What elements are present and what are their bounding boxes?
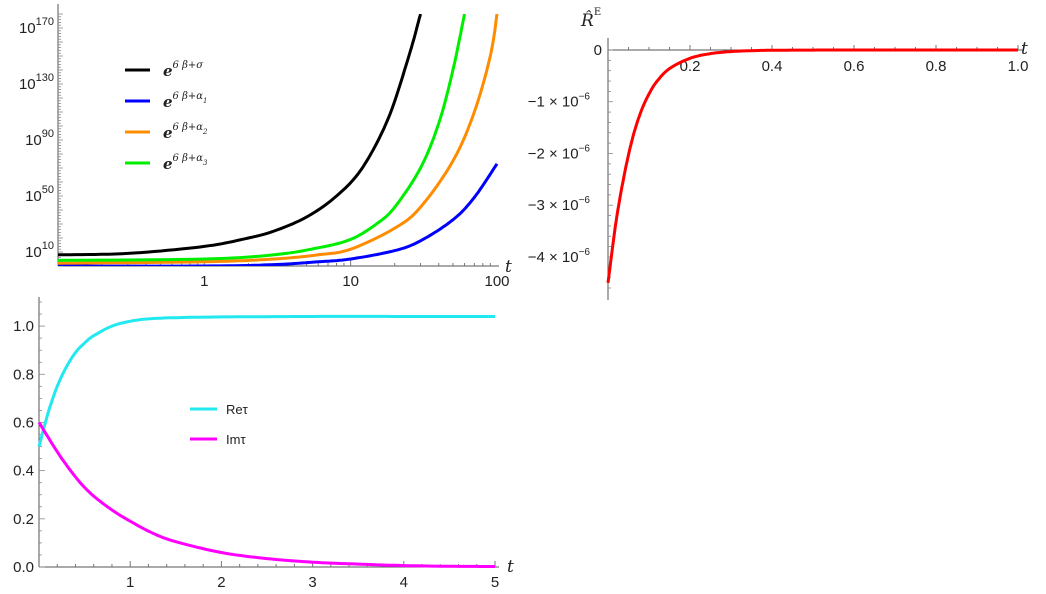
series-line-4: [58, 14, 466, 262]
series-line-1: [606, 48, 1018, 284]
panel-tau-components: 1 2 3 4 5 0.0 0.2 0.4 0.6 0.8 1.0 t Reτ Imτ: [13, 297, 514, 591]
y-tick-label: 0.2: [13, 511, 34, 528]
y-tick-label: 1090: [25, 128, 54, 149]
y-tick-label: 0.0: [13, 559, 34, 576]
x-axis-label: t: [1021, 39, 1028, 59]
y-tick-label: 10130: [19, 72, 54, 93]
y-tick-label: 1010: [25, 240, 54, 261]
series-line-1: [37, 314, 495, 447]
legend-label-2: Imτ: [226, 432, 246, 447]
legend-label-1: Reτ: [226, 402, 249, 417]
y-tick-label: 0.6: [13, 414, 34, 431]
x-tick-label: 2: [217, 574, 225, 591]
legend-label-3: e6 β+α2: [163, 122, 208, 142]
y-tick-label: −4 × 10−6: [528, 247, 591, 266]
x-tick-label: 1.0: [1008, 58, 1029, 75]
y-tick-label: 1050: [25, 184, 54, 205]
x-tick-label: 5: [491, 574, 499, 591]
panel-r-hat-e: 0.2 0.4 0.6 0.8 1.0 0 −1 × 10−6 −2 × 10−6 −3 × 1…: [528, 7, 1029, 300]
series-line-3: [58, 14, 499, 265]
x-tick-label: 0.6: [844, 58, 865, 75]
y-tick-label: 1.0: [13, 318, 34, 335]
series-line-1: [58, 14, 422, 257]
y-tick-label: −3 × 10−6: [528, 195, 591, 214]
x-tick-label: 0.4: [762, 58, 783, 75]
y-tick-label: 0.4: [13, 463, 34, 480]
y-tick-label: −1 × 10−6: [528, 92, 591, 111]
x-tick-label: 0.8: [926, 58, 947, 75]
y-tick-label: 10170: [19, 16, 54, 37]
series-line-2: [37, 421, 495, 568]
x-tick-label: 4: [400, 574, 408, 591]
y-tick-label: 0.8: [13, 366, 34, 383]
legend-label-2: e6 β+α1: [163, 91, 207, 111]
x-tick-label: 3: [308, 574, 316, 591]
y-axis-label: R̂E: [580, 7, 601, 31]
series-line-2: [58, 162, 499, 266]
panel-log-exponentials: 1 10 100 1010 1050 1090 10130 10170 t e6 β+σ e6 β+…: [19, 4, 512, 290]
y-tick-label: 0: [594, 42, 602, 59]
x-tick-label: 1: [126, 574, 134, 591]
x-tick-label: 0.2: [680, 58, 701, 75]
x-tick-label: 1: [200, 273, 208, 290]
legend-label-1: e6 β+σ: [163, 60, 204, 80]
x-axis-label: t: [507, 557, 514, 577]
x-tick-label: 10: [342, 273, 359, 290]
y-tick-label: −2 × 10−6: [528, 143, 591, 162]
x-axis-label: t: [505, 257, 512, 277]
legend-label-4: e6 β+α3: [163, 153, 208, 173]
x-tick-label: 100: [484, 273, 509, 290]
